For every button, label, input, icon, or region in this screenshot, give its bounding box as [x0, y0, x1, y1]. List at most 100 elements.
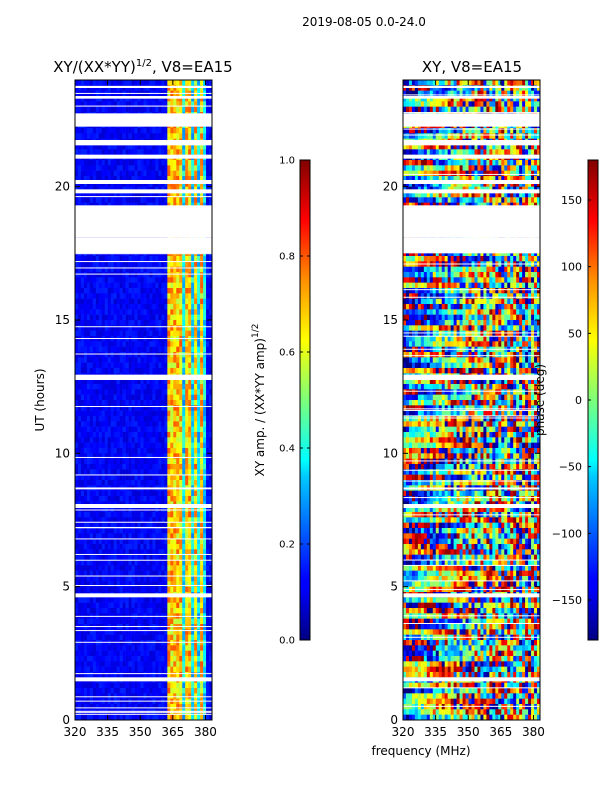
p1-heat-cell — [137, 496, 141, 502]
p1-heat-cell — [179, 549, 183, 555]
p1-heat-cell — [75, 458, 79, 465]
p1-heat-cell — [125, 85, 129, 91]
p1-heat-cell — [110, 405, 115, 411]
p1-heat-cell — [95, 298, 100, 305]
p1-heat-cell — [125, 277, 129, 283]
p1-heat-cell — [176, 554, 180, 561]
p1-heat-cell — [197, 362, 201, 369]
p1-heat-cell — [206, 597, 210, 603]
p1-heat-cell — [194, 272, 198, 278]
p1-heat-cell — [89, 469, 94, 475]
p1-heat-cell — [203, 650, 207, 657]
p1-heat-cell — [104, 544, 109, 550]
p1-heat-cell — [134, 629, 138, 635]
p1-heat-cell — [188, 362, 192, 369]
p1-heat-cell — [134, 506, 138, 513]
p1-heat-cell — [167, 394, 171, 401]
p1-heat-cell — [128, 368, 132, 374]
p1-heat-cell — [128, 197, 132, 203]
p1-heat-cell — [200, 533, 204, 539]
p1-heat-cell — [89, 480, 94, 486]
p1-heat-cell — [119, 602, 123, 609]
p1-heat-cell — [86, 416, 91, 422]
p1-heat-cell — [146, 496, 150, 502]
p1-heat-cell — [173, 410, 177, 417]
p1-heat-cell — [209, 106, 213, 113]
p1-heat-cell — [119, 149, 123, 155]
p1-heat-cell — [161, 538, 165, 545]
p1-heat-cell — [116, 442, 120, 449]
p1-heat-cell — [116, 170, 120, 177]
p1-heat-cell — [167, 346, 171, 353]
p1-heat-cell — [140, 330, 144, 337]
p1-heat-cell — [176, 586, 180, 593]
p1-heat-cell — [107, 389, 112, 395]
p1-heat-cell — [203, 416, 207, 422]
p1-heat-cell — [140, 80, 144, 86]
p1-heat-cell — [191, 288, 195, 294]
p1-heat-cell — [83, 101, 88, 107]
p1-heat-cell — [80, 160, 85, 166]
p1-heat-cell — [206, 320, 210, 326]
p1-heat-cell — [83, 576, 88, 582]
p1-heat-cell — [113, 544, 117, 550]
p1-heat-cell — [128, 442, 132, 449]
p1-heat-cell — [194, 325, 198, 331]
p1-heat-cell — [125, 421, 129, 427]
p1-heat-cell — [125, 448, 129, 454]
p1-heat-cell — [86, 144, 91, 150]
p1-heat-cell — [134, 149, 138, 155]
p1-heat-cell — [128, 549, 132, 555]
p1-heat-cell — [131, 181, 135, 187]
p1-heat-cell — [75, 160, 79, 166]
p1-heat-cell — [107, 512, 112, 518]
p1-heat-cell — [179, 389, 183, 395]
p1-heat-cell — [110, 325, 115, 331]
p1-heat-cell — [152, 640, 156, 646]
p1-heat-cell — [197, 165, 201, 171]
p1-heat-cell — [77, 352, 82, 358]
p1-heat-cell — [80, 565, 85, 571]
p1-heat-cell — [116, 464, 120, 470]
p1-heat-cell — [134, 528, 138, 534]
p1-heat-cell — [95, 645, 100, 651]
p1-heat-cell — [164, 106, 168, 113]
p1-heat-cell — [137, 80, 141, 86]
p1-heat-cell — [173, 176, 177, 182]
p1-heat-cell — [75, 528, 79, 534]
p1-heat-cell — [197, 506, 201, 513]
p1-heat-cell — [200, 144, 204, 150]
p1-heat-cell — [170, 517, 174, 523]
p1-heat-cell — [146, 330, 150, 337]
p1-heat-cell — [149, 330, 153, 337]
p1-heat-cell — [146, 266, 150, 273]
p1-heat-cell — [206, 453, 210, 459]
p1-heat-cell — [110, 304, 115, 310]
p1-heat-cell — [98, 437, 103, 443]
p1-heat-cell — [185, 416, 189, 422]
p1-heat-cell — [80, 170, 85, 177]
p1-heat-cell — [155, 144, 159, 150]
p1-heat-cell — [164, 384, 168, 390]
p1-heat-cell — [146, 437, 150, 443]
p1-heat-cell — [98, 96, 103, 102]
p1-heat-cell — [113, 608, 117, 614]
p1-heat-cell — [143, 272, 147, 278]
p1-heat-cell — [83, 597, 88, 603]
p1-heat-cell — [206, 341, 210, 347]
p1-heat-cell — [83, 128, 88, 134]
p1-heat-cell — [140, 576, 144, 582]
p1-heat-cell — [86, 106, 91, 113]
p1-heat-cell — [206, 197, 210, 203]
p1-heat-cell — [107, 405, 112, 411]
p1-heat-cell — [179, 517, 183, 523]
p1-heat-cell — [104, 650, 109, 657]
p1-heat-cell — [98, 560, 103, 566]
p1-heat-cell — [122, 570, 126, 577]
p1-heat-cell — [191, 576, 195, 582]
p1-heat-cell — [167, 506, 171, 513]
p1-heat-cell — [158, 453, 162, 459]
p1-heat-cell — [77, 464, 82, 470]
p1-heat-cell — [83, 341, 88, 347]
p1-heat-cell — [86, 272, 91, 278]
